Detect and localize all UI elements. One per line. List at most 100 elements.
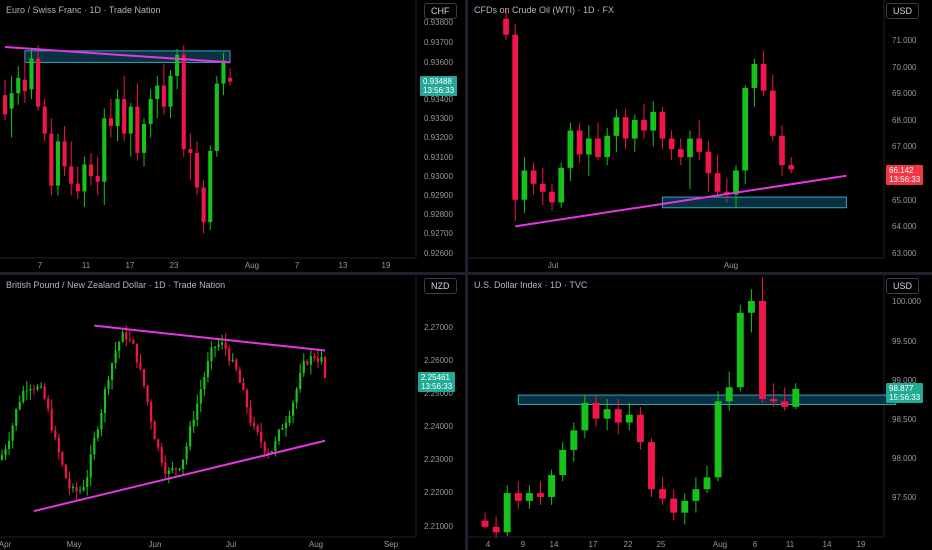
eurchf-x-tick-label: 23 [170,261,179,270]
wti-candle-body [659,111,666,139]
chart-panel-eurchf[interactable]: 0.938000.937000.936000.935000.934000.933… [0,0,465,272]
dxy-candle-body [781,401,789,407]
eurchf-candle-body [188,149,193,153]
eurchf-y-tick-label: 0.93800 [424,18,453,27]
eurchf-candle-body [55,141,61,186]
dxy-candle-body [514,493,522,501]
dxy-candle-body [659,489,667,499]
gbpnzd-candle-body [142,369,146,386]
eurchf-candle-body [82,164,87,192]
dxy-y-tick-label: 98.500 [892,415,917,424]
eurchf-candle-body [62,141,67,167]
gbpnzd-candle-body [18,402,21,410]
wti-candle-body [769,90,776,136]
eurchf-currency-button[interactable]: CHF [424,3,457,19]
wti-candle-body [521,170,528,200]
eurchf-candle-body [194,152,200,188]
gbpnzd-candle-body [313,356,316,359]
wti-y-tick-label: 68.000 [892,116,917,125]
gbpnzd-candle-body [146,385,149,403]
eurchf-candle-body [69,166,74,184]
dxy-candle-body [581,402,589,431]
wti-trendline [515,174,847,228]
gbpnzd-candle-body [68,478,71,489]
gbpnzd-candle-body [171,468,174,471]
gbpnzd-candle-body [210,347,213,362]
dxy-candle-body [636,414,644,443]
gbpnzd-candle-body [93,437,96,455]
wti-candle-body [742,87,749,171]
gbpnzd-candle-body [217,344,220,347]
wti-candle-body [613,117,620,136]
dxy-x-tick-label: 19 [857,540,866,549]
gbpnzd-candle-body [235,359,238,370]
eurchf-candle-body [75,183,80,192]
chart-panel-dxy[interactable]: 100.000 99.500 99.000 98.500 98.000 97.500 4 9 1… [468,275,932,550]
gbpnzd-candle-body [231,359,234,361]
wti-chart-svg[interactable]: 71.00070.00069.00068.00067.00066.00065.0… [468,0,932,272]
gbpnzd-candle-body [22,390,25,403]
gbpnzd-trendline [94,324,326,352]
dxy-candle-body [570,430,578,450]
gbpnzd-candle-body [309,356,312,365]
eurchf-candle-body [29,58,34,90]
wti-candle-body [622,117,629,139]
gbpnzd-candle-body [196,403,199,420]
panel-divider-vertical[interactable] [465,0,468,550]
eurchf-candle-body [175,54,180,76]
gbpnzd-candle-body [323,357,327,379]
eurchf-candle-body [201,187,206,223]
wti-symbol-title: CFDs on Crude Oil (WTI) · 1D · FX [474,5,615,15]
gbpnzd-candle-body [238,369,241,383]
dxy-y-tick-label: 100.000 [892,297,921,306]
wti-last-price-badge: 66.142 13:56:33 [886,165,924,185]
panel-divider-horizontal[interactable] [0,272,932,275]
wti-candle-body [558,167,565,203]
chart-panel-gbpnzd[interactable]: 2.27000 2.26000 2.25000 2.24000 2.23000 2.220… [0,275,465,550]
gbpnzd-candle-body [224,342,227,349]
gbpnzd-chart-svg[interactable]: 2.27000 2.26000 2.25000 2.24000 2.23000 2.220… [0,275,465,550]
gbpnzd-last-price: 2.25461 [421,373,450,382]
gbpnzd-symbol-title: British Pound / New Zealand Dollar · 1D … [6,280,226,290]
gbpnzd-y-tick-label: 2.25000 [424,389,453,398]
gbpnzd-candle-body [89,454,92,478]
eurchf-candle-body [214,83,219,151]
gbpnzd-candle-body [256,425,259,432]
eurchf-candle-body [135,106,140,153]
gbpnzd-candle-body [118,342,121,351]
dxy-chart-svg[interactable]: 100.000 99.500 99.000 98.500 98.000 97.500 4 9 1… [468,275,932,550]
gbpnzd-candle-body [160,447,163,463]
eurchf-candle-body [141,124,147,153]
eurchf-countdown: 13:56:33 [423,86,455,95]
gbpnzd-candle-body [107,379,110,390]
dxy-y-tick-label: 98.000 [892,454,917,463]
chart-panel-wti[interactable]: 71.00070.00069.00068.00067.00066.00065.0… [468,0,932,272]
dxy-candle-body [481,520,489,527]
gbpnzd-candle-body [103,389,107,413]
eurchf-x-tick-label: 7 [38,261,43,270]
wti-y-tick-label: 69.000 [892,89,917,98]
eurchf-candle-body [155,85,160,99]
wti-currency-button[interactable]: USD [886,3,920,19]
eurchf-candle-body [161,85,166,107]
wti-candle-body [733,170,739,195]
gbpnzd-candle-body [64,464,68,479]
wti-candle-body [751,63,758,88]
eurchf-x-tick-label: 7 [295,261,300,270]
dxy-candle-body [592,402,600,419]
wti-candle-body [705,151,712,174]
gbpnzd-candle-body [135,343,139,363]
gbpnzd-x-tick-label: Sep [384,540,399,549]
eurchf-chart-svg[interactable]: 0.938000.937000.936000.935000.934000.933… [0,0,465,272]
gbpnzd-y-tick-label: 2.21000 [424,522,453,531]
eurchf-candle-body [42,106,47,134]
eurchf-candle-body [22,79,27,92]
gbpnzd-currency-button[interactable]: NZD [424,278,457,294]
dxy-candle-body [559,449,567,476]
dxy-currency-button[interactable]: USD [886,278,920,294]
eurchf-x-tick-label: 17 [126,261,135,270]
eurchf-y-tick-label: 0.92800 [424,210,453,219]
gbpnzd-countdown: 13:56:33 [421,382,453,391]
gbpnzd-candle-body [267,452,270,454]
dxy-last-price-badge: 98.877 15:56:33 [886,383,924,403]
